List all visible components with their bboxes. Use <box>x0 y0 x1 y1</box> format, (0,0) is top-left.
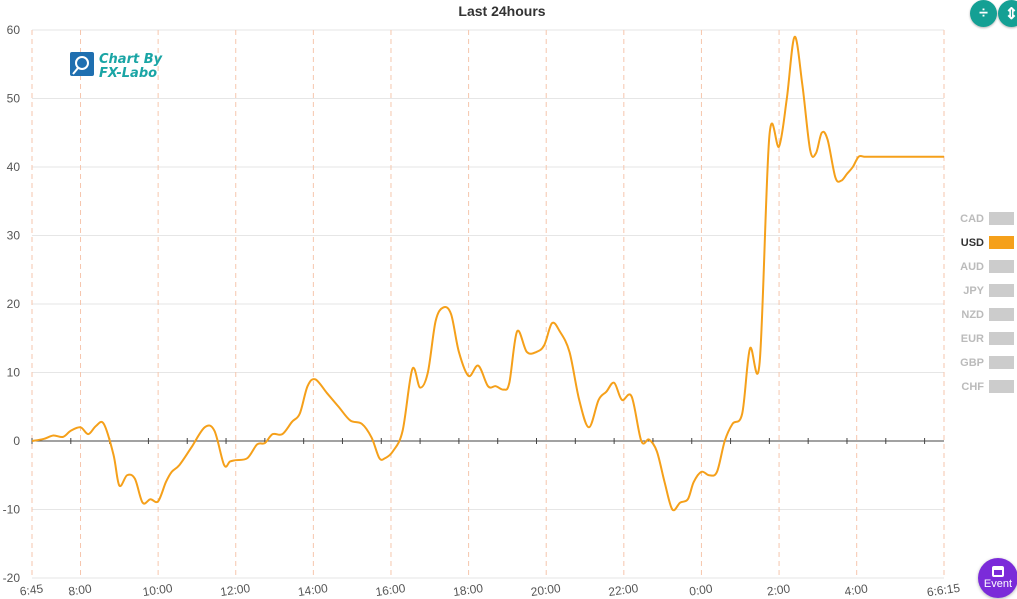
x-tick-label: 0:00 <box>688 581 713 598</box>
legend-item-gbp[interactable]: GBP <box>960 356 1014 369</box>
x-axis: 6:45 8:00 10:00 12:00 14:00 16:00 18:00 20:00 22… <box>19 438 961 599</box>
legend-label: JPY <box>963 285 984 297</box>
event-label: Event <box>983 578 1013 590</box>
legend-item-aud[interactable]: AUD <box>960 260 1014 273</box>
legend-swatch <box>989 380 1014 393</box>
logo-line2: FX-Labo <box>99 66 157 81</box>
x-tick-label: 22:00 <box>607 581 639 599</box>
compress-vertical-icon[interactable]: ÷ <box>970 0 997 27</box>
legend: CAD USD AUD JPY NZD EUR GBP CHF <box>960 212 1014 393</box>
x-tick-label: 8:00 <box>67 581 92 598</box>
legend-label: CAD <box>960 213 984 225</box>
y-axis: 60 50 40 30 20 10 0 -10 -20 <box>3 23 21 585</box>
legend-swatch <box>989 236 1014 249</box>
legend-swatch <box>989 308 1014 321</box>
y-tick-label: 20 <box>7 297 21 311</box>
x-tick-label: 20:00 <box>530 581 562 599</box>
y-tick-label: 30 <box>7 229 21 243</box>
x-tick-label: 2:00 <box>766 581 791 598</box>
legend-label: GBP <box>960 357 984 369</box>
x-tick-label: 18:00 <box>452 581 484 599</box>
x-tick-label: 6:45 <box>19 581 44 598</box>
legend-swatch <box>989 260 1014 273</box>
y-tick-label: 50 <box>7 92 21 106</box>
legend-item-cad[interactable]: CAD <box>960 212 1014 225</box>
legend-swatch <box>989 212 1014 225</box>
legend-item-nzd[interactable]: NZD <box>961 308 1014 321</box>
legend-label: USD <box>961 237 984 249</box>
chart-title: Last 24hours <box>458 3 545 19</box>
legend-item-jpy[interactable]: JPY <box>963 284 1014 297</box>
legend-label: CHF <box>961 381 984 393</box>
x-tick-label: 14:00 <box>297 581 329 599</box>
series-group <box>31 35 944 512</box>
legend-item-chf[interactable]: CHF <box>961 380 1014 393</box>
legend-label: EUR <box>961 333 984 345</box>
legend-item-eur[interactable]: EUR <box>961 332 1014 345</box>
legend-label: AUD <box>960 261 984 273</box>
legend-swatch <box>989 284 1014 297</box>
x-tick-label: 12:00 <box>219 581 251 599</box>
y-tick-label: 40 <box>7 160 21 174</box>
series-line-usd <box>31 35 944 512</box>
y-tick-label: 10 <box>7 366 21 380</box>
x-tick-label: 4:00 <box>844 581 869 598</box>
event-button[interactable]: Event <box>978 558 1017 598</box>
logo-line1: Chart By <box>99 52 163 67</box>
y-tick-label: -10 <box>3 503 21 517</box>
y-tick-label: -20 <box>3 571 21 585</box>
legend-label: NZD <box>961 309 984 321</box>
y-tick-label: 0 <box>13 434 20 448</box>
x-tick-label: 10:00 <box>142 581 174 599</box>
x-tick-label: 16:00 <box>375 581 407 599</box>
expand-vertical-icon[interactable]: ⇕ <box>998 0 1017 27</box>
y-tick-label: 60 <box>7 23 21 37</box>
chart-grid <box>31 29 945 579</box>
legend-item-usd[interactable]: USD <box>961 236 1014 249</box>
calendar-icon <box>992 566 1004 577</box>
legend-swatch <box>989 356 1014 369</box>
x-tick-label: 6:6:15 <box>926 581 961 599</box>
legend-swatch <box>989 332 1014 345</box>
chart-logo: Chart By FX-Labo <box>70 52 163 81</box>
